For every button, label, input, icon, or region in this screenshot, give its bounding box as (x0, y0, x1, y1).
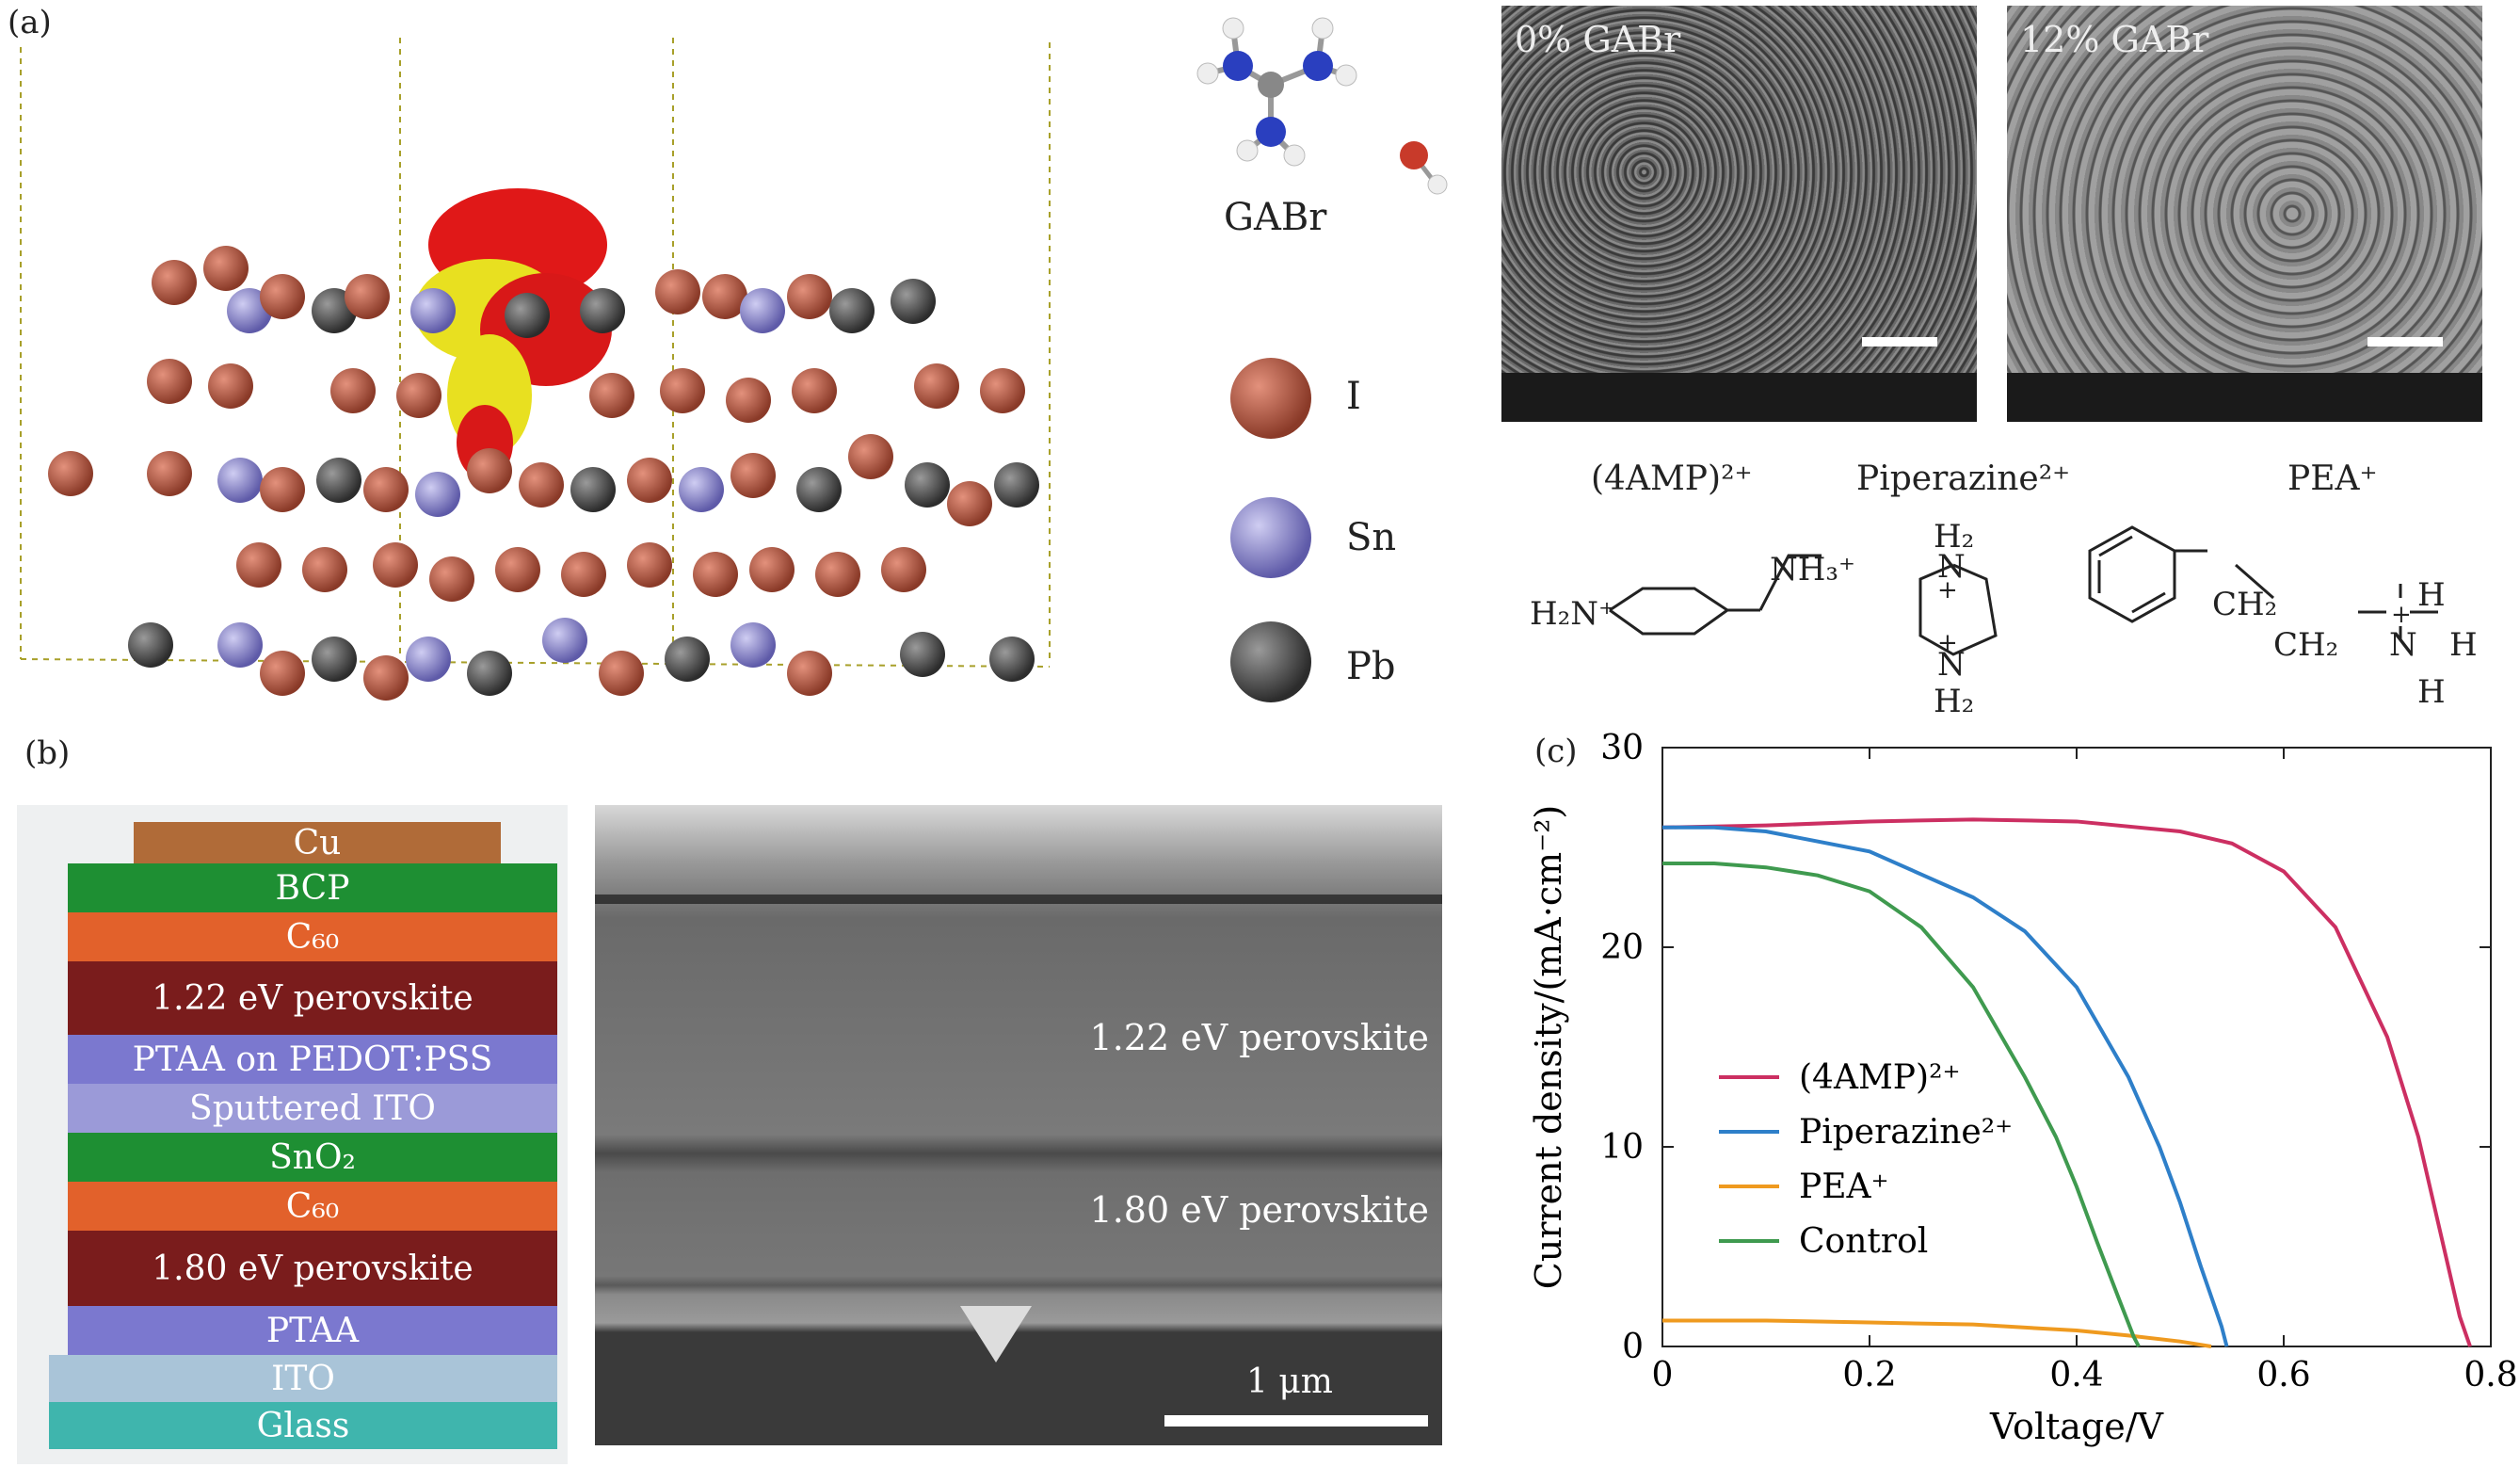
series-line-0 (1661, 817, 2472, 1347)
crack-line (595, 895, 1442, 904)
layer-perovskite-122: 1.22 eV perovskite (68, 961, 557, 1035)
scale-bar-label: 1 μm (1246, 1362, 1333, 1401)
atoms (48, 246, 1039, 701)
layer-c60-bottom: C₆₀ (68, 1182, 557, 1231)
legend-label-Pb: Pb (1346, 645, 1396, 688)
pea-n: N (2389, 626, 2417, 664)
layer-sputtered-ito: Sputtered ITO (68, 1084, 557, 1133)
y-tick-label: 20 (1600, 928, 1644, 967)
sem-scale-bar (2368, 337, 2443, 347)
layer-label: Glass (256, 1406, 350, 1445)
panel-label-a: (a) (8, 4, 52, 41)
pip-h2-top: H₂ (1934, 518, 1975, 556)
pip-plus-bottom: + (1937, 629, 1958, 657)
layer-label: PTAA on PEDOT:PSS (132, 1040, 493, 1079)
gabr-molecule (1196, 17, 1448, 195)
x-axis-label: Voltage/V (1989, 1406, 2164, 1447)
y-tick-label: 10 (1600, 1128, 1644, 1167)
sem-label-12pct: 12% GABr (2020, 19, 2209, 60)
layer-bcp: BCP (68, 863, 557, 912)
layer-ptaa-pedot: PTAA on PEDOT:PSS (68, 1035, 557, 1084)
device-stack-diagram: Cu BCP C₆₀ 1.22 eV perovskite PTAA on PE… (17, 805, 568, 1464)
layer-sno2: SnO₂ (68, 1133, 557, 1182)
sem-image-12pct: 12% GABr (2007, 6, 2482, 422)
x-tick-label: 0 (1652, 1356, 1674, 1394)
chemical-structures (1609, 525, 2438, 656)
layer-label: BCP (275, 868, 350, 908)
layer-label: Cu (293, 823, 342, 862)
legend-label-Sn: Sn (1346, 516, 1397, 559)
pea-ch2-a: CH₂ (2212, 586, 2278, 623)
pea-ch2-b: CH₂ (2273, 626, 2339, 664)
layer-glass: Glass (49, 1402, 557, 1449)
atom-legend-spheres (1230, 358, 1311, 702)
pea-plus: + (2391, 601, 2412, 629)
cation-name-pea: PEA⁺ (2287, 459, 2378, 498)
panel-label-c: (c) (1534, 733, 1578, 770)
x-tick-label: 0.4 (2049, 1356, 2103, 1394)
device-stack-layers: Cu BCP C₆₀ 1.22 eV perovskite PTAA on PE… (49, 805, 557, 1449)
legend-label-I: I (1346, 375, 1361, 418)
pea-h-bottom: H (2417, 673, 2446, 711)
sem-label-0pct: 0% GABr (1515, 19, 1681, 60)
layer-label: ITO (271, 1359, 335, 1398)
legend-label-1: Piperazine²⁺ (1799, 1113, 2013, 1152)
pip-n-top: N (1937, 548, 1966, 586)
layer-ptaa: PTAA (68, 1306, 557, 1355)
x-tick-label: 0.2 (1842, 1356, 1896, 1394)
sem-label-bottom-perovskite: 1.80 eV perovskite (1089, 1189, 1429, 1231)
sem-info-bar (1501, 373, 1977, 422)
y-tick-label: 30 (1600, 729, 1644, 767)
cation-name-4amp: (4AMP)²⁺ (1591, 459, 1753, 498)
sem-image-0pct: 0% GABr (1501, 6, 1977, 422)
amp-h2n: H₂N⁺ (1530, 595, 1615, 633)
cross-section-sem-image: 1.22 eV perovskite 1.80 eV perovskite 1 … (595, 805, 1442, 1445)
layer-c60-top: C₆₀ (68, 912, 557, 961)
pea-h-top: H (2417, 576, 2446, 614)
legend-label-3: Control (1799, 1222, 1928, 1261)
crystal-structure-illustration (20, 38, 1051, 701)
layer-label: SnO₂ (269, 1137, 356, 1177)
cation-name-piperazine: Piperazine²⁺ (1856, 459, 2071, 498)
layer-label: PTAA (265, 1311, 360, 1350)
layer-label: 1.22 eV perovskite (152, 978, 474, 1018)
triangle-feature (960, 1306, 1032, 1362)
series-line-1 (1662, 825, 2229, 1347)
pip-n-bottom: N (1937, 646, 1966, 684)
gabr-label: GABr (1224, 196, 1327, 239)
layer-perovskite-180: 1.80 eV perovskite (68, 1231, 557, 1306)
scale-bar (1164, 1415, 1428, 1427)
sem-info-bar (2007, 373, 2482, 422)
pip-h2-bottom: H₂ (1934, 683, 1975, 720)
amp-nh3: NH₃⁺ (1770, 551, 1855, 588)
x-tick-label: 0.6 (2256, 1356, 2310, 1394)
y-tick-label: 0 (1622, 1328, 1644, 1366)
layer-label: 1.80 eV perovskite (152, 1249, 474, 1288)
pea-h-right: H (2449, 626, 2478, 664)
pip-plus-top: + (1937, 576, 1958, 604)
plot-frame (1661, 747, 2492, 1347)
layer-label: C₆₀ (285, 1186, 340, 1226)
sem-label-top-perovskite: 1.22 eV perovskite (1089, 1017, 1429, 1058)
legend-label-2: PEA⁺ (1799, 1168, 1889, 1206)
layer-cu: Cu (134, 822, 501, 863)
series-line-2 (1662, 1318, 2212, 1348)
layer-label: Sputtered ITO (189, 1088, 436, 1128)
layer-label: C₆₀ (285, 917, 340, 957)
y-axis-label: Current density/(mA·cm⁻²) (1528, 805, 1569, 1289)
sem-scale-bar (1862, 337, 1937, 347)
legend-label-0: (4AMP)²⁺ (1799, 1058, 1961, 1097)
x-tick-label: 0.8 (2464, 1356, 2517, 1394)
series-line-3 (1662, 861, 2141, 1347)
panel-label-b: (b) (24, 734, 71, 772)
jv-curve-chart: 0 0.2 0.4 0.6 0.8 0 10 20 30 Voltage/V Current den… (1528, 729, 2518, 1447)
layer-ito: ITO (49, 1355, 557, 1402)
